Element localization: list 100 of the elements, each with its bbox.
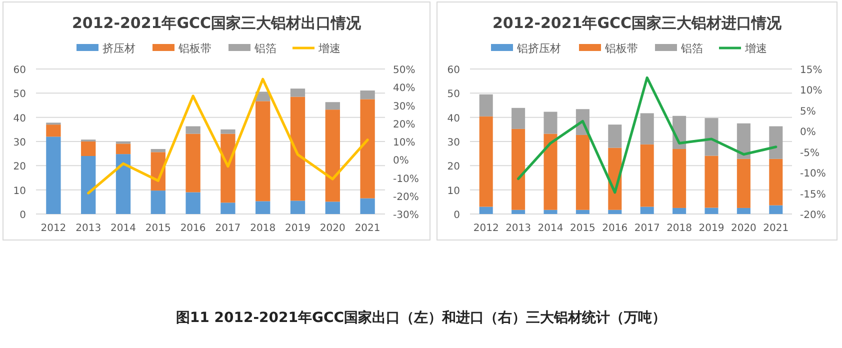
bar — [479, 116, 493, 207]
y-tick-label: 50 — [13, 89, 26, 100]
bar — [640, 113, 654, 144]
bar — [325, 102, 340, 110]
y2-tick-label: 40% — [393, 83, 416, 94]
y2-tick-label: 10% — [393, 138, 416, 148]
y-tick-label: 60 — [13, 65, 26, 76]
y-tick-label: 40 — [13, 113, 26, 124]
bar — [479, 206, 493, 214]
x-tick-label: 2013 — [76, 223, 102, 234]
bar — [672, 148, 686, 208]
bar — [360, 90, 375, 100]
bar — [608, 210, 622, 214]
x-tick-label: 2015 — [570, 223, 596, 234]
y2-tick-label: -10% — [800, 168, 826, 180]
chart-title: 2012-2021年GCC国家三大铝材进口情况 — [492, 14, 783, 32]
chart-title: 2012-2021年GCC国家三大铝材出口情况 — [72, 14, 362, 32]
x-tick-label: 2019 — [698, 223, 724, 234]
x-tick-label: 2018 — [666, 223, 692, 234]
y-tick-label: 20 — [13, 162, 26, 173]
bar — [512, 108, 526, 129]
bar — [116, 144, 131, 154]
bar — [704, 208, 718, 214]
y2-tick-label: 20% — [393, 119, 416, 130]
x-tick-label: 2017 — [215, 223, 241, 234]
bar — [81, 156, 96, 214]
legend-label: 铝板带 — [178, 42, 212, 55]
x-tick-label: 2016 — [180, 223, 206, 234]
line-series — [87, 78, 369, 194]
bar — [769, 158, 783, 206]
y-tick-label: 10 — [13, 186, 26, 197]
bar — [186, 126, 200, 134]
y2-tick-label: 5% — [800, 106, 816, 118]
legend-label: 增速 — [318, 42, 340, 55]
y2-tick-label: -20% — [800, 210, 826, 221]
bar — [512, 210, 526, 214]
caption: 图11 2012-2021年GCC国家出口（左）和进口（右）三大铝材统计（万吨） — [176, 309, 666, 326]
bar — [360, 198, 375, 214]
y2-tick-label: -20% — [393, 192, 419, 203]
bar — [325, 110, 340, 202]
y-tick-label: 0 — [20, 210, 26, 221]
x-tick-label: 2018 — [250, 223, 276, 234]
y2-tick-label: -30% — [393, 210, 419, 221]
bar — [186, 134, 200, 192]
bar — [576, 134, 590, 210]
bar — [150, 190, 166, 214]
y-tick-label: 50 — [447, 89, 460, 100]
line-series — [517, 76, 778, 194]
bar — [769, 126, 783, 159]
bar — [256, 201, 270, 214]
bar — [479, 94, 493, 116]
legend-label: 铝板带 — [604, 42, 638, 55]
x-tick-label: 2012 — [40, 223, 66, 234]
legend-label: 挤压材 — [102, 42, 136, 55]
x-tick-label: 2015 — [145, 223, 171, 234]
bar — [704, 118, 718, 156]
x-tick-label: 2019 — [285, 223, 310, 234]
bar — [608, 124, 622, 148]
bar — [769, 205, 783, 214]
x-tick-label: 2021 — [763, 223, 789, 234]
x-tick-label: 2021 — [354, 223, 380, 234]
legend-label: 铝箔 — [680, 42, 703, 55]
y2-tick-label: 15% — [800, 65, 822, 76]
bar — [544, 210, 558, 214]
bar — [220, 129, 236, 134]
bar — [736, 123, 750, 159]
legend-label: 铝挤压材 — [516, 42, 561, 55]
bar — [640, 144, 654, 207]
y2-tick-label: 10% — [800, 86, 822, 97]
legend-label: 增速 — [744, 42, 767, 55]
y2-tick-label: -10% — [393, 174, 419, 185]
bar — [46, 124, 61, 137]
y2-tick-label: 0% — [800, 127, 816, 138]
bar — [512, 128, 526, 210]
y-tick-label: 0 — [454, 210, 460, 221]
y-tick-label: 10 — [447, 186, 460, 197]
y2-tick-label: -5% — [800, 148, 820, 159]
y2-tick-label: 30% — [393, 101, 416, 112]
legend-label: 铝箔 — [254, 42, 276, 55]
bar — [576, 210, 590, 214]
y-tick-label: 20 — [447, 162, 460, 173]
bar — [360, 99, 375, 198]
bar — [46, 136, 61, 214]
bar — [256, 101, 270, 202]
bar — [736, 158, 750, 208]
x-tick-label: 2017 — [634, 223, 660, 234]
y-tick-label: 30 — [13, 138, 26, 148]
bar — [672, 208, 686, 214]
y-tick-label: 40 — [447, 113, 460, 124]
x-tick-label: 2014 — [538, 223, 564, 234]
x-tick-label: 2012 — [473, 223, 499, 234]
bar — [186, 192, 200, 214]
bar — [544, 134, 558, 210]
bar — [325, 202, 340, 214]
bar — [290, 96, 306, 201]
x-tick-label: 2013 — [506, 223, 532, 234]
x-tick-label: 2020 — [320, 223, 346, 234]
bar — [290, 200, 306, 214]
y2-tick-label: 0% — [393, 156, 409, 167]
bar — [81, 142, 96, 156]
